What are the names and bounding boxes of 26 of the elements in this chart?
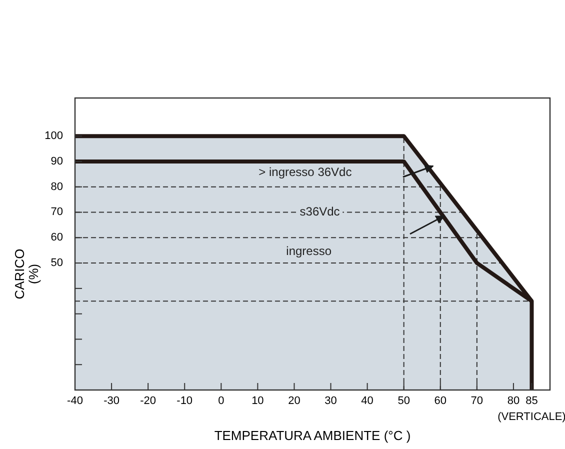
- x-tick-label: 40: [361, 395, 374, 407]
- x-tick-label: 0: [218, 395, 224, 407]
- annotation: s36Vdc: [300, 204, 340, 218]
- x-tick-label: 10: [252, 395, 264, 407]
- x-tick-label: 60: [434, 395, 447, 407]
- annotation: > ingresso 36Vdc: [258, 165, 352, 180]
- y-axis-title: CARICO (%): [12, 248, 41, 300]
- y-tick-label: 80: [50, 180, 63, 193]
- y-tick-label: 70: [50, 206, 63, 218]
- x-axis-title: TEMPERATURA AMBIENTE (°C ): [214, 428, 411, 443]
- y-tick-label: 60: [50, 232, 63, 244]
- x-tick-label: -10: [176, 395, 193, 407]
- x-tick-label: 80: [507, 395, 520, 407]
- annotation: ingresso: [286, 244, 332, 258]
- x-tick-label: 85: [526, 395, 538, 407]
- y-tick-label: 90: [50, 155, 63, 168]
- x-tick-label: -30: [104, 395, 120, 407]
- y-tick-label: 100: [44, 130, 63, 142]
- x-tick-label: 70: [470, 395, 484, 407]
- x-tick-label: 20: [288, 395, 300, 407]
- x-tick-label: -40: [67, 395, 83, 407]
- x-tick-label: -20: [140, 395, 156, 407]
- x-tick-label: 30: [324, 395, 337, 407]
- text: (VERTICALE): [498, 411, 565, 423]
- x-tick-label: 50: [398, 395, 410, 407]
- y-tick-label: 50: [50, 256, 63, 269]
